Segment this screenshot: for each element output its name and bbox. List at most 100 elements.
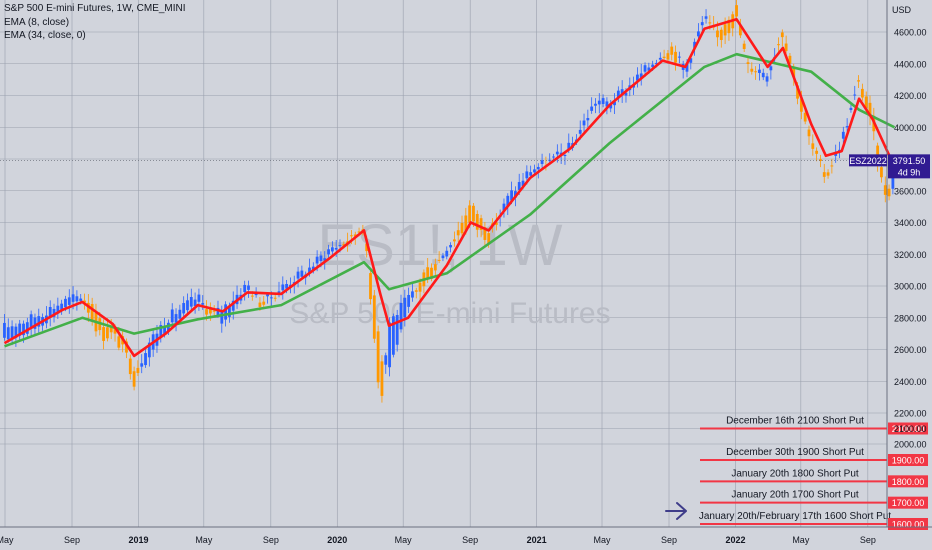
candle-body [380,361,384,396]
time-tick-label: 2021 [527,535,547,545]
candle-body [147,342,151,358]
grid-lines [0,0,887,527]
candle-body [475,213,479,230]
candle-body [891,174,895,189]
level-price-tag [888,422,928,435]
candle-body [136,367,140,373]
ema-slow-series [4,52,896,348]
candle-body [845,126,849,128]
candle-body [880,167,883,178]
candle-body [674,51,677,63]
candle-body [677,56,681,58]
candle-body [205,309,208,315]
candle-body [186,300,189,311]
candle-body [193,299,197,307]
candle-body [826,172,830,176]
candle-body [529,172,533,176]
symbol-tag-box [849,154,887,167]
time-tick-label: May [0,535,14,545]
candle-body [102,327,105,341]
candle-body [372,295,376,339]
candle-body [231,300,235,311]
candle-body [819,159,822,162]
candle-body [281,284,285,291]
candle-body [3,322,6,338]
candle-body [590,106,594,111]
candle-body [228,306,231,317]
candle-body [807,129,811,137]
level-label: December 16th 2100 Short Put [726,416,864,427]
time-tick-label: Sep [263,535,279,545]
candle-body [651,64,655,68]
candle-body [708,22,712,24]
candle-body [308,267,311,273]
candle-body [418,282,422,292]
candle-body [60,303,64,312]
candle-body [841,131,845,139]
candle-body [273,297,277,299]
ema-fast-series [3,18,896,358]
candle-body [586,118,590,121]
ema-slow-legend: EMA (34, close, 0) [4,30,86,41]
level-label: January 20th 1700 Short Put [731,490,859,501]
candle-body [864,96,868,109]
candle-body [883,185,887,195]
candle-body [517,182,521,190]
candle-body [342,244,346,246]
time-tick-label: 2019 [128,535,148,545]
candle-body [334,247,338,250]
candle-body [742,43,746,50]
candle-body [285,283,289,289]
candle-body [10,326,14,339]
candle-body [860,88,864,98]
candle-body [594,103,597,106]
price-tick-label: 2600.00 [894,345,927,355]
candle-body [456,230,460,236]
candle-body [876,145,880,163]
candle-body [388,322,391,368]
candle-body [506,195,510,207]
price-tick-label: 2200.00 [894,409,927,419]
candle-body [79,298,83,301]
price-tick-label: 3400.00 [894,218,927,228]
candle-body [6,327,10,340]
watermark-ticker: ES1!, 1W [318,213,563,278]
candle-body [426,267,430,280]
candle-body [220,310,224,324]
candle-body [510,190,513,201]
candle-body [414,290,418,292]
candle-body [323,258,327,261]
candle-body [822,172,826,177]
time-tick-label: 2020 [327,535,347,545]
candle-body [411,291,414,298]
candle-body [22,323,25,336]
candle-body [445,250,449,257]
time-tick-label: May [395,535,413,545]
candle-body [868,102,872,117]
time-axis[interactable]: May Sep 2019 May Sep 2020 May Sep 2021 May Sep 2022… [0,526,932,545]
candle-body [601,98,605,105]
candle-body [811,143,815,149]
price-tick-label: 2100.00 [894,424,927,434]
price-tick-label: 4200.00 [894,91,927,101]
candle-body [460,222,464,234]
candle-body [472,205,475,222]
candle-body [212,310,216,312]
candle-body [799,98,803,112]
candle-body [620,89,624,96]
candle-body [25,322,29,334]
candle-body [14,326,18,338]
candle-body [483,227,487,240]
candle-body [853,94,857,96]
price-tick-label: 3200.00 [894,250,927,260]
price-tag-countdown: 4d 9h [898,167,921,177]
time-tick-label: 2022 [725,535,745,545]
price-tick-label: 2000.00 [894,440,927,450]
candle-body [468,205,472,223]
candle-body [719,29,723,40]
candle-body [52,308,56,317]
candle-body [464,215,468,231]
